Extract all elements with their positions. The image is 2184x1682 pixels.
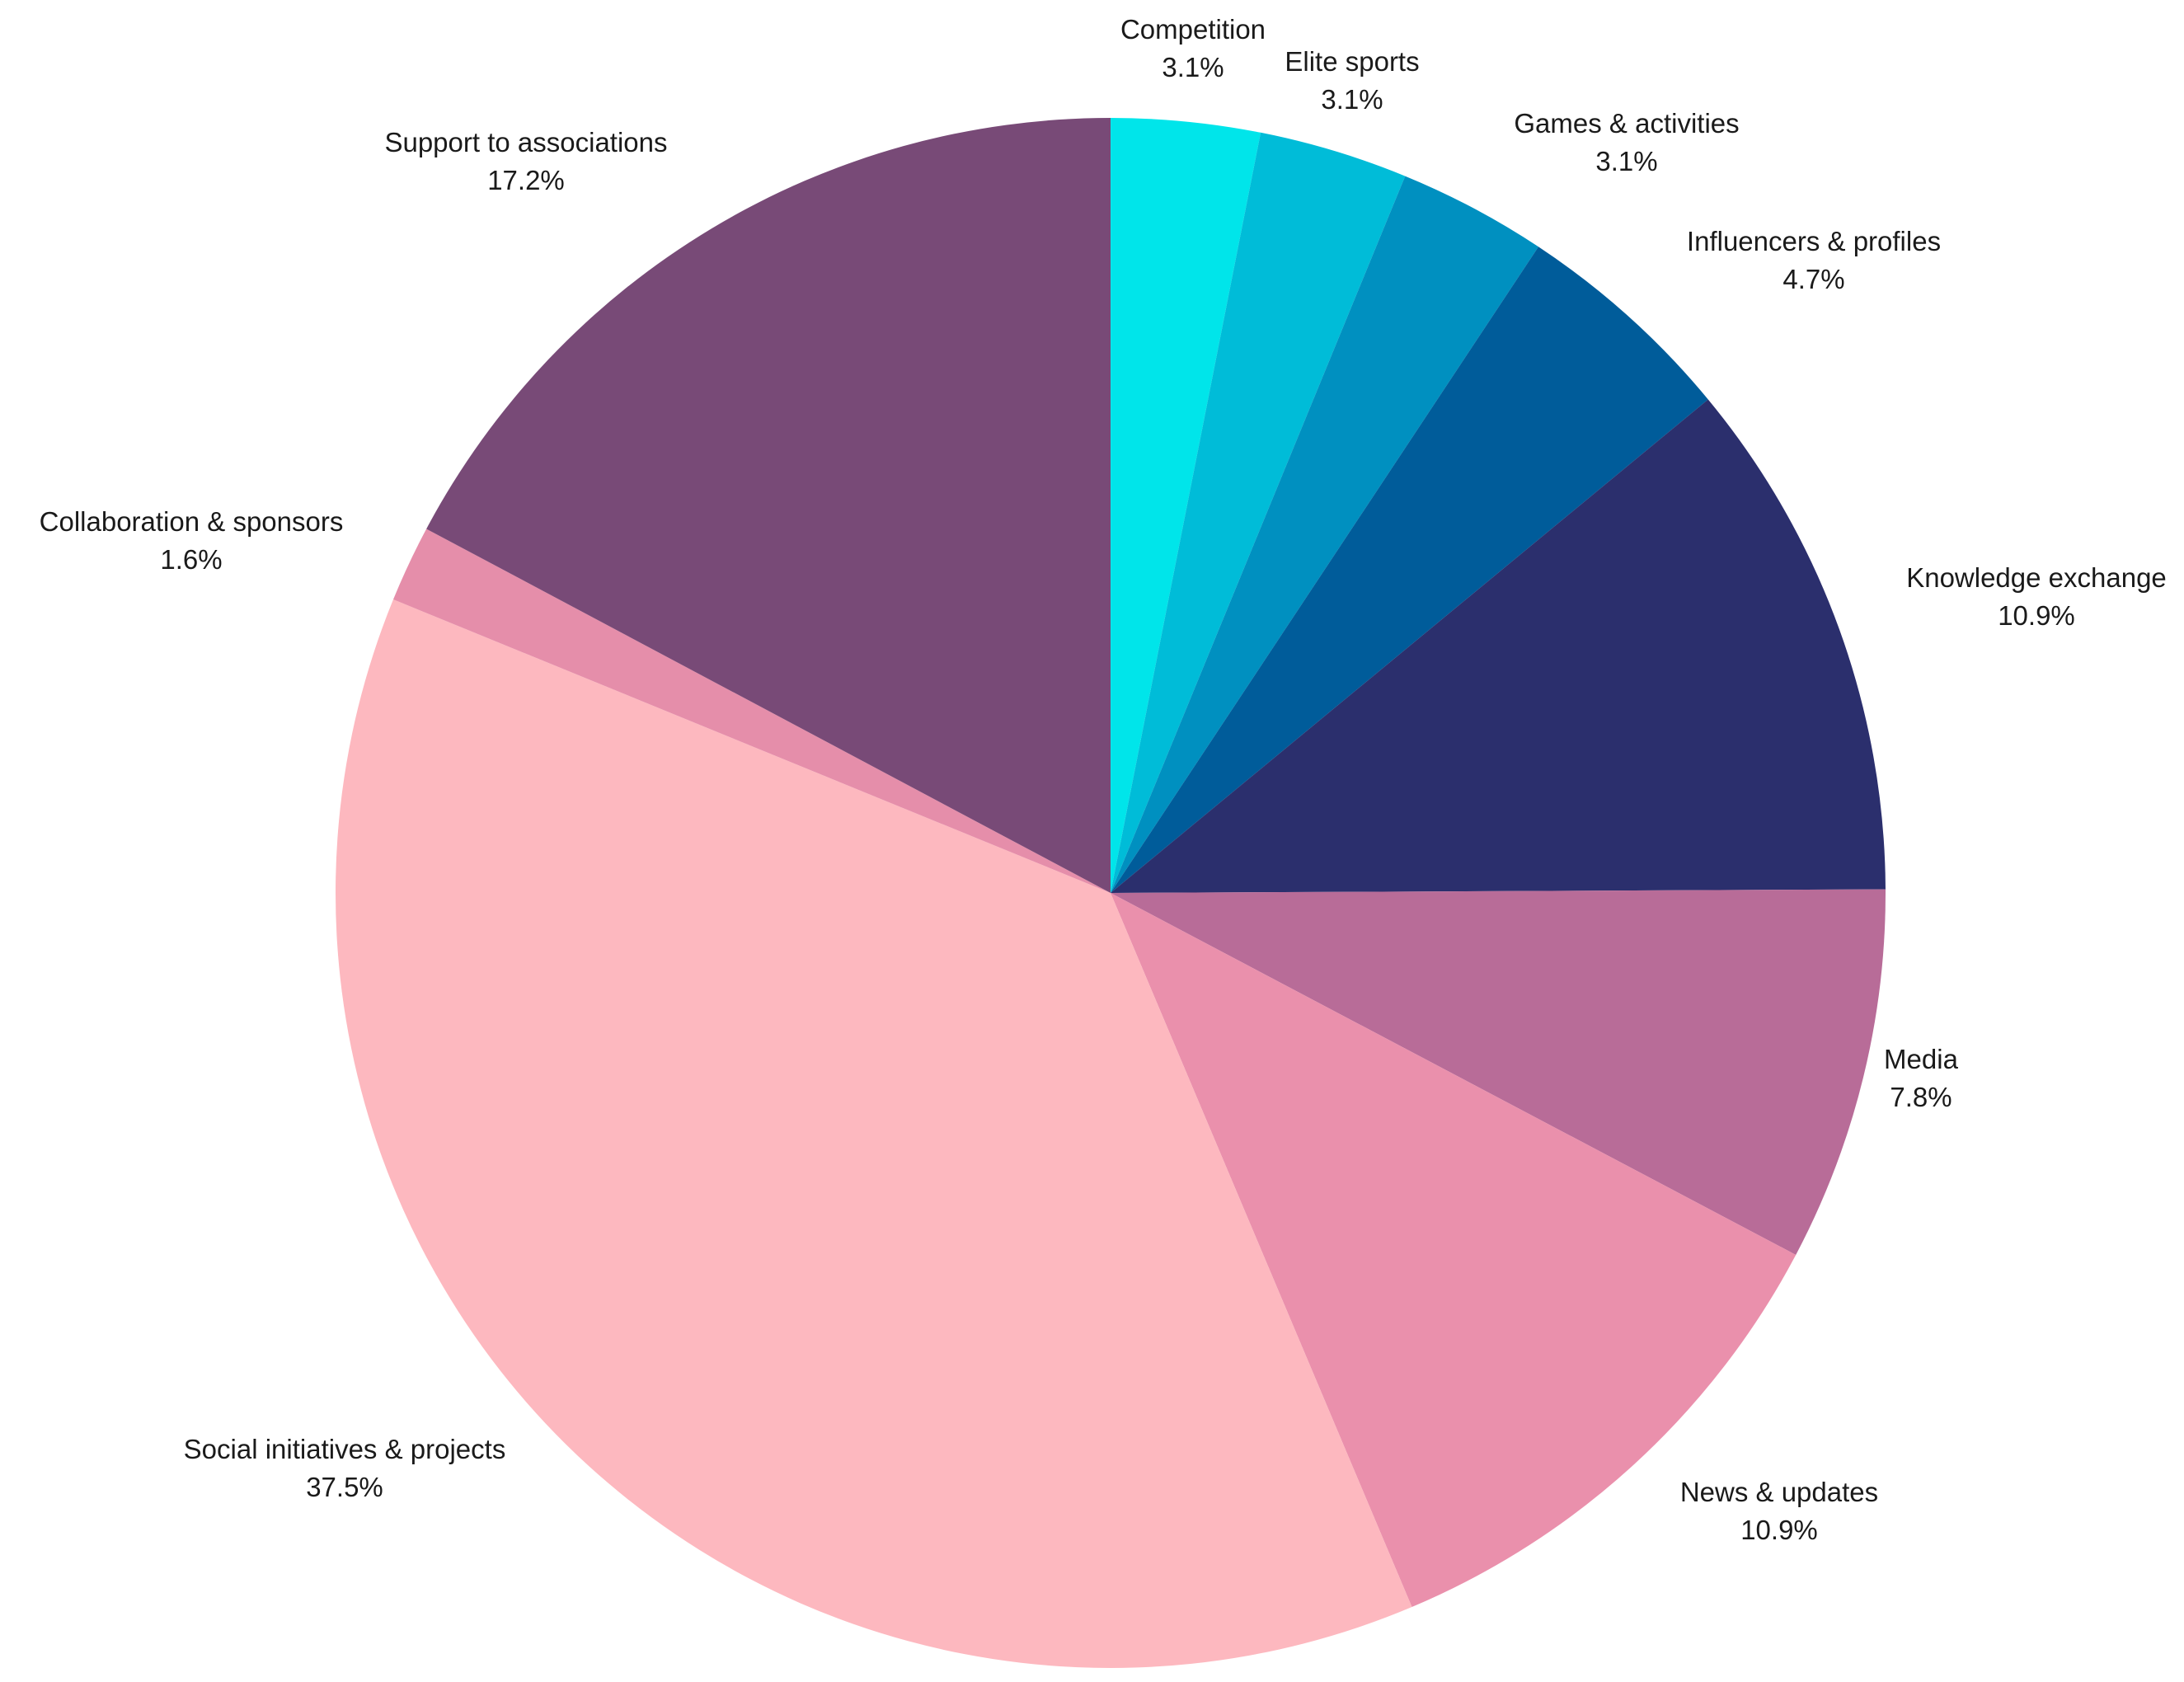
slice-label-elite-sports: Elite sports [1285, 46, 1419, 77]
slice-label-support-to-associations: Support to associations [384, 127, 667, 157]
slice-label-competition: Competition [1120, 14, 1266, 45]
slice-value-competition: 3.1% [1162, 52, 1224, 82]
slice-news-and-updates [1111, 893, 1797, 1608]
slice-value-knowledge-exchange: 10.9% [1998, 600, 2075, 631]
slice-value-social-initiatives-and-projects: 37.5% [306, 1472, 383, 1502]
slice-support-to-associations [426, 118, 1111, 893]
slice-competition [1111, 118, 1261, 893]
slice-label-games-and-activities: Games & activities [1514, 108, 1739, 139]
slice-influencers-and-profiles [1111, 247, 1708, 893]
slice-collaboration-and-sponsors [393, 529, 1111, 893]
slice-label-influencers-and-profiles: Influencers & profiles [1687, 226, 1941, 256]
pie-slices [336, 118, 1886, 1668]
slice-value-games-and-activities: 3.1% [1595, 146, 1657, 176]
pie-labels: Competition 3.1% Elite sports 3.1% Games & a… [40, 14, 2167, 1545]
slice-value-news-and-updates: 10.9% [1740, 1515, 1818, 1545]
slice-elite-sports [1111, 132, 1406, 893]
slice-games-and-activities [1111, 176, 1539, 893]
slice-value-support-to-associations: 17.2% [487, 165, 565, 195]
slice-social-initiatives-and-projects [336, 599, 1412, 1668]
slice-value-influencers-and-profiles: 4.7% [1782, 264, 1844, 294]
slice-value-collaboration-and-sponsors: 1.6% [160, 544, 222, 575]
slice-knowledge-exchange [1111, 399, 1886, 894]
slice-label-social-initiatives-and-projects: Social initiatives & projects [184, 1434, 506, 1464]
slice-media [1111, 889, 1886, 1255]
slice-value-media: 7.8% [1890, 1082, 1952, 1112]
slice-label-collaboration-and-sponsors: Collaboration & sponsors [40, 506, 344, 537]
slice-value-elite-sports: 3.1% [1321, 84, 1383, 115]
slice-label-knowledge-exchange: Knowledge exchange [1906, 562, 2167, 593]
slice-label-news-and-updates: News & updates [1680, 1477, 1878, 1507]
slice-label-media: Media [1884, 1044, 1959, 1074]
